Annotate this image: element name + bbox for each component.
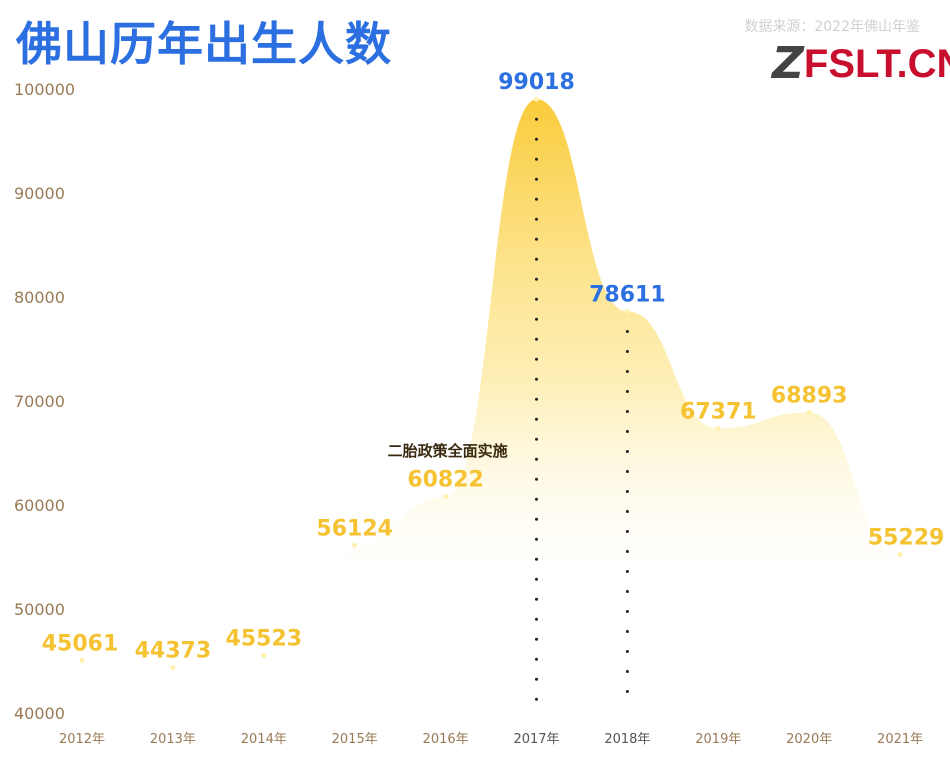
x-tick-label: 2012年: [59, 732, 105, 747]
y-tick-label: 90000: [14, 184, 65, 203]
data-label: 68893: [771, 384, 848, 409]
data-label: 44373: [135, 639, 212, 664]
data-label: 56124: [316, 516, 393, 541]
x-tick-label: 2020年: [786, 732, 832, 747]
data-point: [624, 308, 630, 314]
data-label: 67371: [680, 399, 757, 424]
data-point: [79, 657, 85, 663]
data-point: [352, 542, 358, 548]
watermark-logo: Z FSLT.CN: [772, 42, 950, 86]
x-tick-label: 2016年: [423, 732, 469, 747]
y-tick-label: 80000: [14, 288, 65, 307]
x-tick-label: 2018年: [604, 732, 650, 747]
data-point: [534, 96, 539, 102]
chart-title: 佛山历年出生人数: [16, 17, 392, 71]
y-tick-label: 100000: [14, 80, 75, 99]
area-series: [294, 99, 901, 578]
data-point: [897, 552, 903, 558]
data-label: 55229: [868, 526, 945, 551]
x-tick-label: 2013年: [150, 732, 196, 747]
data-label: 60822: [407, 467, 484, 492]
data-point: [443, 493, 449, 499]
data-source: 数据来源：2022年佛山年鉴: [744, 19, 920, 35]
y-tick-label: 50000: [14, 600, 65, 619]
x-tick-label: 2017年: [513, 732, 559, 747]
x-tick-label: 2014年: [241, 732, 287, 747]
data-point: [170, 665, 176, 671]
data-point: [806, 410, 812, 416]
y-tick-label: 60000: [14, 496, 65, 515]
x-tick-label: 2019年: [695, 732, 741, 747]
logo-text: FSLT.CN: [803, 42, 950, 86]
y-tick-label: 40000: [14, 704, 65, 723]
data-point: [261, 653, 267, 659]
data-label: 45061: [42, 631, 119, 656]
data-point: [715, 425, 721, 431]
logo-mark-icon: Z: [772, 38, 804, 89]
data-label: 45523: [226, 627, 303, 652]
x-tick-label: 2015年: [332, 732, 378, 747]
annotation-label: 二胎政策全面实施: [388, 442, 508, 460]
y-tick-label: 70000: [14, 392, 65, 411]
data-label: 99018: [498, 70, 575, 95]
x-tick-label: 2021年: [877, 732, 923, 747]
data-label: 78611: [589, 282, 666, 307]
